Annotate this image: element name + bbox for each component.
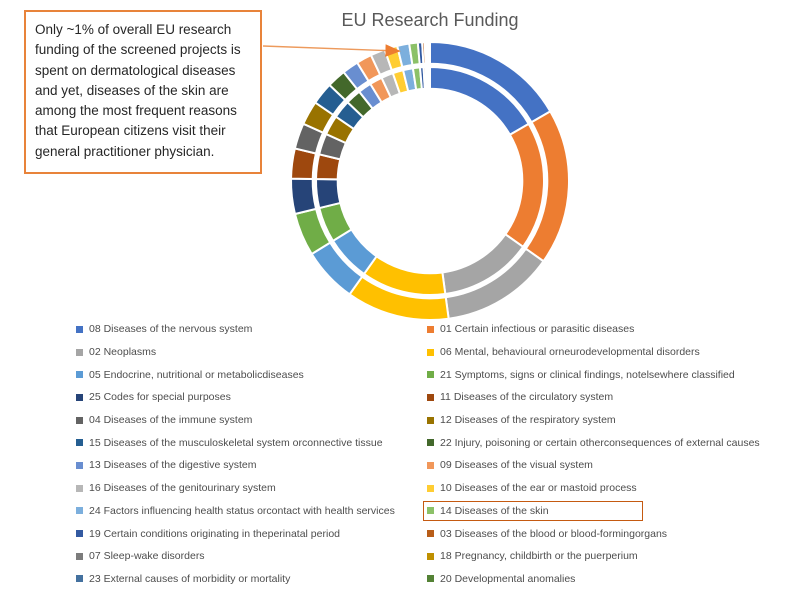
legend-label: 11 Diseases of the circulatory system xyxy=(440,391,614,404)
legend-label: 02 Neoplasms xyxy=(89,346,157,359)
legend-label: 16 Diseases of the genitourinary system xyxy=(89,482,276,495)
legend-item-15: 15 Diseases of the musculoskeletal syste… xyxy=(76,431,395,454)
legend-item-19: 19 Certain conditions originating in the… xyxy=(76,522,395,545)
legend-item-23: 23 External causes of morbidity or morta… xyxy=(76,568,395,591)
legend-label: 22 Injury, poisoning or certain othercon… xyxy=(440,436,760,449)
legend-label: 21 Symptoms, signs or clinical findings,… xyxy=(440,368,735,381)
legend-marker-icon xyxy=(76,393,83,401)
legend-item-03: 03 Diseases of the blood or blood-formin… xyxy=(427,522,760,545)
legend-marker-icon xyxy=(76,530,83,538)
legend-marker-icon xyxy=(76,575,83,583)
callout-arrow xyxy=(262,44,401,57)
legend-marker-icon xyxy=(427,575,434,583)
legend-item-16: 16 Diseases of the genitourinary system xyxy=(76,477,395,500)
legend-marker-icon xyxy=(427,552,434,560)
legend-label: 23 External causes of morbidity or morta… xyxy=(89,572,291,585)
legend-marker-icon xyxy=(76,439,83,447)
legend-label: 20 Developmental anomalies xyxy=(440,572,576,585)
donut-segment-20-inner xyxy=(427,65,431,90)
legend-label: 10 Diseases of the ear or mastoid proces… xyxy=(440,482,637,495)
donut-segment-20-outer xyxy=(427,40,431,65)
legend-item-09: 09 Diseases of the visual system xyxy=(427,454,760,477)
legend-item-13: 13 Diseases of the digestive system xyxy=(76,454,395,477)
legend-label: 18 Pregnancy, childbirth or the puerperi… xyxy=(440,550,638,563)
legend-label: 19 Certain conditions originating in the… xyxy=(89,527,340,540)
legend-item-24: 24 Factors influencing health status orc… xyxy=(76,500,395,523)
donut-segments xyxy=(290,40,570,321)
legend-marker-icon xyxy=(427,530,434,538)
legend-item-12: 12 Diseases of the respiratory system xyxy=(427,409,760,432)
legend-marker-icon xyxy=(76,325,83,333)
legend-item-04: 04 Diseases of the immune system xyxy=(76,409,395,432)
legend-column-left: 08 Diseases of the nervous system 02 Neop… xyxy=(76,318,395,590)
legend-marker-icon xyxy=(76,552,83,560)
callout-text: Only ~1% of overall EU research funding … xyxy=(35,22,241,159)
legend-label: 25 Codes for special purposes xyxy=(89,391,231,404)
legend-marker-icon xyxy=(76,416,83,424)
legend-item-02: 02 Neoplasms xyxy=(76,341,395,364)
legend-label: 06 Mental, behavioural orneurodevelopmen… xyxy=(440,346,700,359)
legend-marker-icon xyxy=(427,507,434,515)
legend-marker-icon xyxy=(76,371,83,379)
legend-marker-icon xyxy=(427,439,434,447)
legend-label: 12 Diseases of the respiratory system xyxy=(440,414,616,427)
legend-label: 24 Factors influencing health status orc… xyxy=(89,504,395,517)
legend-label: 14 Diseases of the skin xyxy=(440,504,549,517)
legend-item-18: 18 Pregnancy, childbirth or the puerperi… xyxy=(427,545,760,568)
legend-item-01: 01 Certain infectious or parasitic disea… xyxy=(427,318,760,341)
legend-marker-icon xyxy=(76,348,83,356)
legend-item-20: 20 Developmental anomalies xyxy=(427,568,760,591)
donut-segment-25-inner xyxy=(315,178,342,210)
legend-marker-icon xyxy=(76,507,83,515)
legend-item-05: 05 Endocrine, nutritional or metabolicdi… xyxy=(76,363,395,386)
legend-marker-icon xyxy=(427,348,434,356)
legend-label: 07 Sleep-wake disorders xyxy=(89,550,205,563)
legend-marker-icon xyxy=(427,484,434,492)
legend-label: 03 Diseases of the blood or blood-formin… xyxy=(440,527,668,540)
legend-marker-icon xyxy=(427,325,434,333)
legend-label: 09 Diseases of the visual system xyxy=(440,459,593,472)
chart-title: EU Research Funding xyxy=(341,10,519,30)
legend-item-08: 08 Diseases of the nervous system xyxy=(76,318,395,341)
legend-marker-icon xyxy=(427,393,434,401)
legend-label: 04 Diseases of the immune system xyxy=(89,414,253,427)
legend-marker-icon xyxy=(76,461,83,469)
legend-item-10: 10 Diseases of the ear or mastoid proces… xyxy=(427,477,760,500)
legend-item-14: 14 Diseases of the skin xyxy=(423,500,643,521)
donut-segment-25-outer xyxy=(290,177,318,216)
legend-column-right: 01 Certain infectious or parasitic disea… xyxy=(423,318,760,591)
legend-item-21: 21 Symptoms, signs or clinical findings,… xyxy=(427,363,760,386)
legend-item-22: 22 Injury, poisoning or certain othercon… xyxy=(427,431,760,454)
callout-box: Only ~1% of overall EU research funding … xyxy=(24,10,262,174)
legend-label: 05 Endocrine, nutritional or metabolicdi… xyxy=(89,368,304,381)
legend-marker-icon xyxy=(427,416,434,424)
legend-label: 15 Diseases of the musculoskeletal syste… xyxy=(89,436,383,449)
legend-label: 13 Diseases of the digestive system xyxy=(89,459,257,472)
legend-item-06: 06 Mental, behavioural orneurodevelopmen… xyxy=(427,341,760,364)
legend-marker-icon xyxy=(427,461,434,469)
legend-item-07: 07 Sleep-wake disorders xyxy=(76,545,395,568)
legend-marker-icon xyxy=(427,371,434,379)
legend-label: 01 Certain infectious or parasitic disea… xyxy=(440,323,635,336)
legend-label: 08 Diseases of the nervous system xyxy=(89,323,253,336)
legend-item-11: 11 Diseases of the circulatory system xyxy=(427,386,760,409)
legend-item-25: 25 Codes for special purposes xyxy=(76,386,395,409)
legend-marker-icon xyxy=(76,484,83,492)
